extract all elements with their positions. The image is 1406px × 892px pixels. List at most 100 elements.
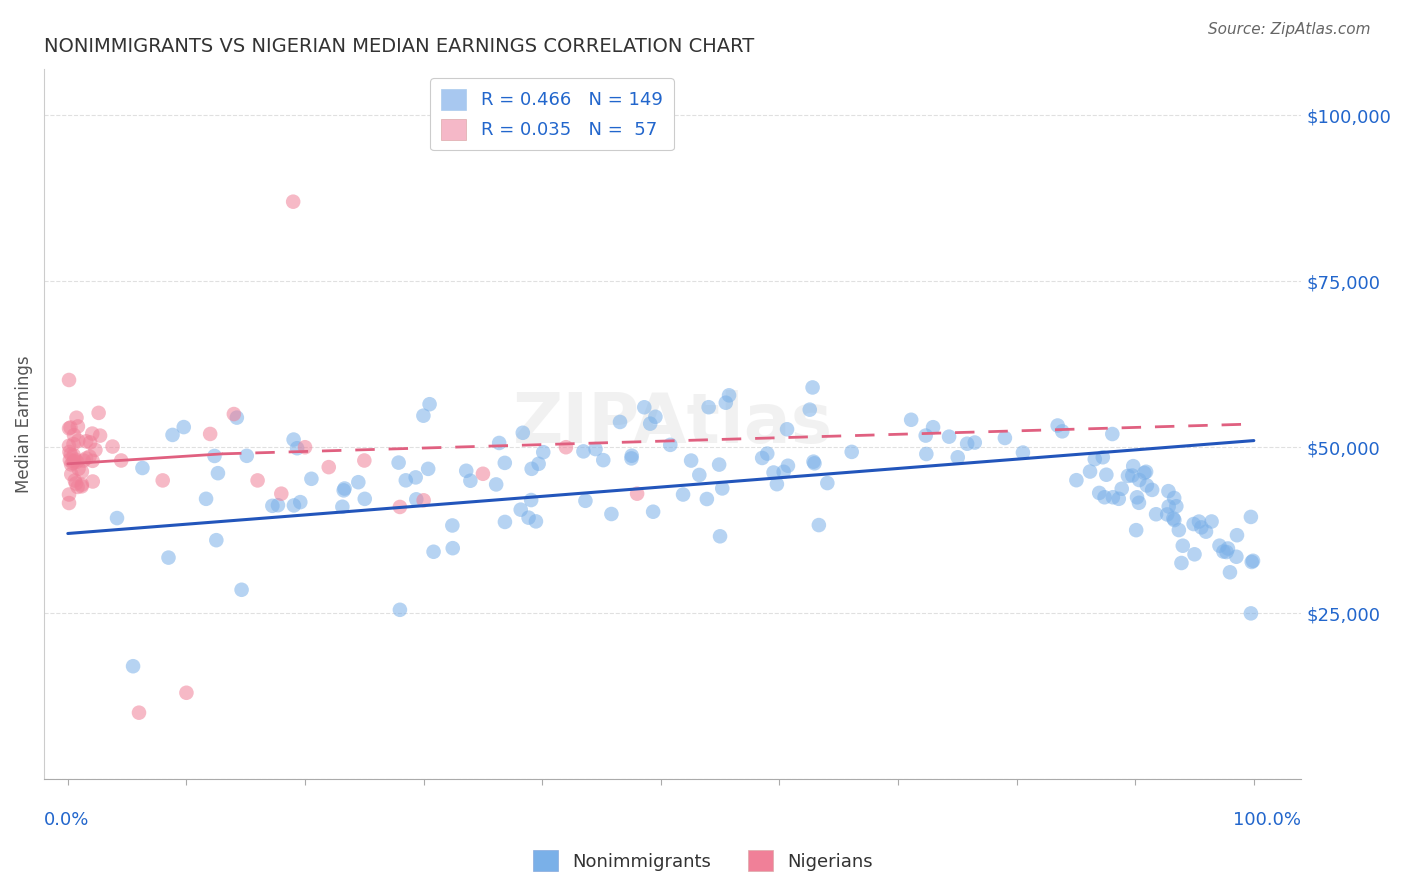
Point xyxy=(520,462,543,476)
Point xyxy=(456,464,478,478)
Point xyxy=(66,480,89,494)
Point xyxy=(75,451,97,466)
Point xyxy=(707,458,730,472)
Point xyxy=(63,474,86,488)
Point xyxy=(388,456,411,470)
Point xyxy=(84,442,107,457)
Point xyxy=(633,401,655,415)
Text: 100.0%: 100.0% xyxy=(1233,811,1302,829)
Point xyxy=(419,397,441,411)
Point xyxy=(290,495,312,509)
Point xyxy=(803,456,825,470)
Point xyxy=(807,518,830,533)
Legend: Nonimmigrants, Nigerians: Nonimmigrants, Nigerians xyxy=(526,843,880,879)
Point xyxy=(82,475,104,489)
Point xyxy=(756,447,779,461)
Point xyxy=(585,442,607,456)
Point xyxy=(70,477,93,491)
Point xyxy=(66,419,89,434)
Point xyxy=(1166,500,1188,514)
Point xyxy=(58,439,80,453)
Point xyxy=(938,430,960,444)
Point xyxy=(1163,511,1185,525)
Point xyxy=(59,447,82,461)
Point xyxy=(1163,513,1185,527)
Point xyxy=(89,428,111,442)
Point xyxy=(524,515,547,529)
Point xyxy=(900,413,922,427)
Point xyxy=(262,499,284,513)
Point xyxy=(1084,452,1107,467)
Point xyxy=(772,465,794,479)
Point xyxy=(643,505,665,519)
Point xyxy=(609,415,631,429)
Point xyxy=(412,409,434,423)
Point xyxy=(1122,459,1144,474)
Point xyxy=(776,458,799,473)
Point xyxy=(1189,520,1212,534)
Point xyxy=(353,453,375,467)
Point xyxy=(152,474,174,488)
Point xyxy=(58,421,80,435)
Point xyxy=(1219,566,1241,580)
Text: NONIMMIGRANTS VS NIGERIAN MEDIAN EARNINGS CORRELATION CHART: NONIMMIGRANTS VS NIGERIAN MEDIAN EARNING… xyxy=(44,37,755,56)
Point xyxy=(1212,544,1234,558)
Point xyxy=(332,483,354,498)
Point xyxy=(1094,490,1116,504)
Point xyxy=(517,510,540,524)
Point xyxy=(626,486,648,500)
Point xyxy=(688,467,710,482)
Point xyxy=(65,410,87,425)
Point xyxy=(173,420,195,434)
Point xyxy=(1078,465,1101,479)
Point xyxy=(65,476,87,491)
Point xyxy=(1066,473,1088,487)
Point xyxy=(659,438,682,452)
Point xyxy=(412,493,434,508)
Point xyxy=(527,457,550,471)
Point xyxy=(299,472,322,486)
Point xyxy=(246,474,269,488)
Point xyxy=(405,470,427,484)
Point xyxy=(1157,500,1180,514)
Point xyxy=(66,455,89,469)
Point xyxy=(460,474,482,488)
Point xyxy=(59,420,82,434)
Point xyxy=(574,493,596,508)
Point xyxy=(204,449,226,463)
Point xyxy=(915,447,938,461)
Point xyxy=(267,498,290,512)
Point xyxy=(1188,515,1211,529)
Point xyxy=(1136,478,1159,492)
Point xyxy=(198,426,221,441)
Point xyxy=(1182,516,1205,531)
Point xyxy=(600,507,623,521)
Point xyxy=(58,496,80,510)
Point xyxy=(1241,554,1264,568)
Point xyxy=(176,686,198,700)
Point xyxy=(914,428,936,442)
Point xyxy=(709,529,731,543)
Point xyxy=(1111,482,1133,496)
Point xyxy=(395,473,418,487)
Point xyxy=(1171,539,1194,553)
Point xyxy=(62,448,84,462)
Point xyxy=(1101,427,1123,442)
Point xyxy=(122,659,145,673)
Point xyxy=(70,479,93,493)
Point xyxy=(1163,491,1185,505)
Point xyxy=(157,550,180,565)
Point xyxy=(207,466,229,480)
Point xyxy=(1133,466,1156,480)
Point xyxy=(697,401,720,415)
Point xyxy=(283,499,305,513)
Point xyxy=(405,492,427,507)
Point xyxy=(62,456,84,470)
Point xyxy=(225,410,247,425)
Point xyxy=(1128,496,1150,510)
Point xyxy=(620,449,643,463)
Point xyxy=(205,533,228,548)
Point xyxy=(681,453,703,467)
Text: Source: ZipAtlas.com: Source: ZipAtlas.com xyxy=(1208,22,1371,37)
Point xyxy=(485,477,508,491)
